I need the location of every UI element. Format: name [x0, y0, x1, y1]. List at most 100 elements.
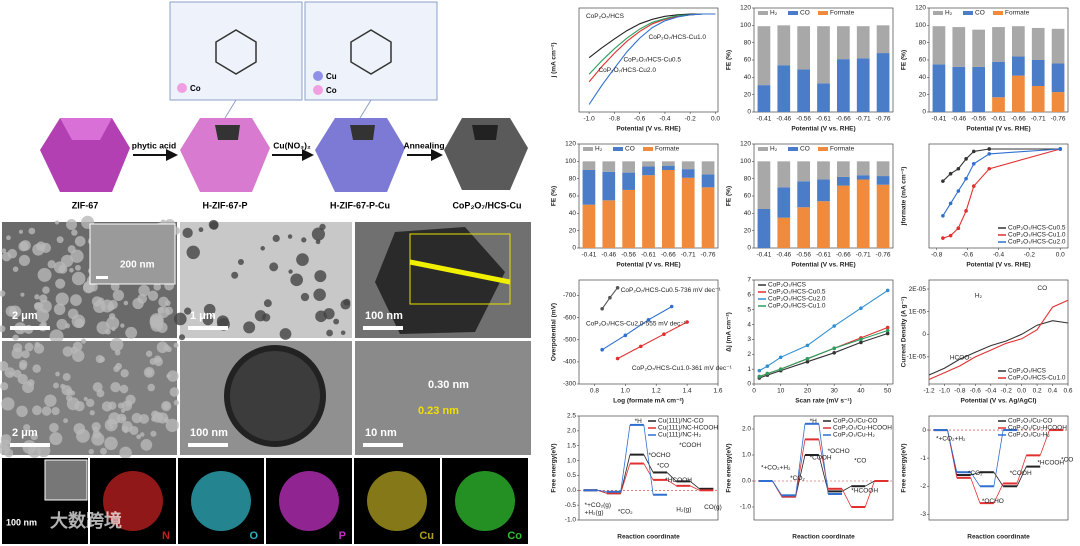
legend-swatch [933, 11, 943, 15]
bar-segment [681, 177, 695, 248]
particle [0, 360, 9, 372]
point [948, 201, 953, 206]
point [859, 340, 863, 345]
bar-segment [972, 66, 985, 112]
particle [296, 253, 309, 266]
particle [121, 400, 133, 411]
particle [34, 302, 41, 310]
particle [143, 366, 155, 378]
annotation: +H₂(g) [585, 509, 604, 516]
annotation: *+CO₂+H₂ [761, 465, 791, 472]
particle [18, 229, 23, 234]
particle [184, 307, 192, 315]
particle [6, 235, 11, 241]
bar-segment [582, 170, 596, 205]
particle [315, 310, 327, 323]
annotation: *OCHO [649, 452, 671, 459]
point [805, 343, 810, 348]
particle [1, 397, 15, 411]
bar-segment [972, 29, 985, 67]
x-tick-label: -0.6 [962, 252, 974, 259]
particle [20, 292, 25, 297]
legend-label: CoP₂O₇/Cu-CO [833, 418, 878, 425]
lattice-label: 0.30 nm [428, 379, 469, 391]
y-tick-label: 5 [747, 306, 751, 313]
bar-segment [876, 161, 890, 177]
particle [74, 401, 85, 412]
y-tick-label: 2.0 [742, 426, 751, 433]
legend-label: CoP₂O₇/HCS-Cu0.5 [768, 289, 826, 296]
bar-segment [662, 161, 675, 166]
plot-frame [928, 279, 1069, 385]
chart-panel: -3 -2 -1 0 Reaction coordinate Free energy(eV… [901, 415, 1073, 541]
bar-segment [582, 161, 596, 170]
plot-frame [753, 415, 894, 521]
particle [55, 278, 66, 289]
y-axis-label: Free energy(eV) [726, 443, 733, 492]
particle [30, 432, 38, 441]
y-tick-label: 80 [744, 39, 752, 46]
y-tick-label: 0 [747, 381, 751, 388]
particle [106, 316, 120, 330]
connector [597, 489, 607, 493]
x-tick-label: -0.41 [757, 116, 772, 123]
y-tick-label: -0.5 [565, 502, 577, 509]
micrograph [355, 341, 531, 455]
y-tick-label: -1.0 [565, 517, 577, 524]
bar-segment [932, 64, 946, 112]
y-axis-label: Overpotential (mV) [551, 303, 558, 361]
y-tick-label: 0 [747, 245, 751, 252]
x-tick-label: 40 [857, 388, 865, 395]
bar-segment [817, 161, 830, 180]
legend-label: CoP₂O₇/Cu-H₂ [1008, 432, 1050, 439]
x-tick-label: -1.0 [584, 116, 596, 123]
bar-segment [952, 66, 966, 112]
inset [89, 223, 176, 285]
legend-label: H₂ [945, 10, 953, 17]
particle [12, 266, 19, 272]
x-tick-label: -0.46 [601, 252, 616, 259]
particle [167, 370, 179, 382]
particle [55, 292, 69, 306]
y-tick-label: 100 [740, 22, 751, 29]
scale-bar [10, 326, 50, 330]
legend-label: CO [975, 10, 985, 17]
bar-segment [602, 171, 616, 201]
x-axis-label: Potential (V vs. RHE) [616, 126, 680, 133]
chart-panel: 0 20 40 60 80 100 120 -0.41 -0.46 -0.56 -0.61 -0.66… [726, 5, 894, 133]
bar-segment [856, 58, 870, 112]
point [765, 364, 770, 368]
bar-segment [876, 184, 890, 248]
particle [74, 235, 86, 247]
x-axis-label: Potential (V vs. RHE) [966, 126, 1030, 133]
particle [32, 405, 42, 416]
bar-segment [952, 27, 966, 67]
particle [120, 323, 125, 328]
legend-label: CoP₂O₇/HCS-Cu1.0 [1008, 232, 1066, 239]
point [805, 356, 810, 361]
x-tick-label: -0.8 [954, 388, 966, 395]
particle [49, 422, 59, 433]
particle [39, 294, 48, 303]
x-tick-label: 30 [831, 388, 839, 395]
bar-segment [932, 26, 946, 65]
connector [795, 454, 806, 497]
particle [161, 400, 172, 412]
particle [343, 298, 351, 306]
y-tick-label: 40 [744, 74, 752, 81]
point [941, 179, 945, 183]
particle [62, 372, 71, 381]
x-tick-label: -0.56 [971, 116, 986, 123]
legend-label: CoP₂O₇/HCS-Cu1.0 [768, 303, 826, 310]
legend-label: Formate [830, 10, 855, 17]
connector [620, 454, 631, 494]
x-axis-label: Potential (V vs. RHE) [616, 262, 680, 269]
y-tick-label: 1 [747, 366, 751, 373]
eds-signal [103, 471, 163, 531]
bar-segment [856, 161, 870, 176]
particle [18, 254, 30, 267]
x-tick-label: -0.4 [985, 388, 997, 395]
particle [163, 417, 169, 423]
bar-segment [856, 179, 870, 248]
x-axis-label: Potential (V vs. RHE) [791, 126, 855, 133]
